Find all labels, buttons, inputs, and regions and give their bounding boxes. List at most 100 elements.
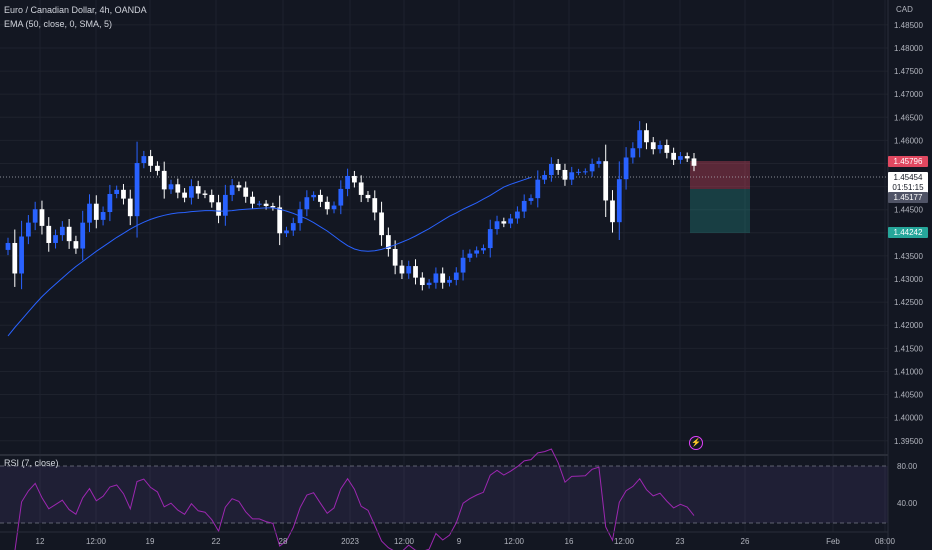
price-tick-label: 1.48000 xyxy=(894,44,923,53)
candle-body xyxy=(630,148,636,158)
rsi-legend[interactable]: RSI (7, close) xyxy=(4,458,59,468)
candle-body xyxy=(73,241,79,249)
candle-body xyxy=(107,193,113,213)
time-tick-label: 28 xyxy=(279,537,288,546)
candle-body xyxy=(168,184,174,190)
candle-body xyxy=(657,145,663,150)
take-profit-tag: 1.45796 xyxy=(888,156,928,167)
time-tick-label: 26 xyxy=(741,537,750,546)
candle-body xyxy=(263,203,269,207)
candle-body xyxy=(501,221,507,224)
price-tick-label: 1.43000 xyxy=(894,275,923,284)
candle-body xyxy=(182,192,187,198)
candle-body xyxy=(134,163,140,217)
candle-body xyxy=(542,175,547,180)
rsi-tick-label: 40.00 xyxy=(897,499,918,508)
price-tick-label: 1.44500 xyxy=(894,206,923,215)
candle-body xyxy=(25,222,31,237)
time-tick-label: 12:00 xyxy=(504,537,525,546)
currency-label: CAD xyxy=(896,5,913,14)
rsi-tick-label: 80.00 xyxy=(897,462,918,471)
position-profit-zone[interactable] xyxy=(690,161,750,189)
candle-body xyxy=(481,248,486,251)
candle-body xyxy=(494,221,500,230)
candle-body xyxy=(365,194,371,199)
candle-body xyxy=(59,226,65,236)
candle-body xyxy=(121,189,126,199)
candle-body xyxy=(39,209,45,226)
bar-countdown: 01:51:15 xyxy=(892,183,924,192)
time-tick-label: 2023 xyxy=(341,537,359,546)
last-price-tag: 1.45454 01:51:15 xyxy=(888,172,928,194)
candle-body xyxy=(576,171,581,173)
time-tick-label: 12:00 xyxy=(394,537,415,546)
candle-body xyxy=(250,196,255,204)
candle-body xyxy=(474,250,480,254)
ema-legend[interactable]: EMA (50, close, 0, SMA, 5) xyxy=(4,19,113,29)
ema-line xyxy=(7,176,532,337)
candle-body xyxy=(508,218,513,224)
candle-body xyxy=(46,225,52,243)
candle-body xyxy=(236,185,242,188)
candle-body xyxy=(141,156,147,164)
candle-body xyxy=(440,273,446,283)
time-axis[interactable]: 12 12:00 19 22 28 2023 12:00 9 12:00 16 12:00 23 26 F… xyxy=(36,537,896,546)
stop-loss-tag: 1.44242 xyxy=(888,227,928,238)
candle-body xyxy=(19,236,24,274)
grid xyxy=(0,0,888,532)
candle-body xyxy=(222,194,228,216)
time-tick-label: 12:00 xyxy=(614,537,635,546)
rsi-axis[interactable]: 80.00 40.00 xyxy=(897,462,918,508)
candle-body xyxy=(311,194,317,198)
time-tick-label: 12:00 xyxy=(86,537,107,546)
price-tick-label: 1.41500 xyxy=(894,344,923,353)
candle-body xyxy=(270,206,276,208)
candle-body xyxy=(589,163,595,172)
price-tick-label: 1.40500 xyxy=(894,391,923,400)
candle-body xyxy=(650,142,656,150)
candle-body xyxy=(93,203,99,220)
price-tick-label: 1.39500 xyxy=(894,437,923,446)
price-tick-label: 1.48500 xyxy=(894,21,923,30)
candle-body xyxy=(304,197,310,210)
candle-body xyxy=(175,184,181,193)
candle-body xyxy=(548,163,554,176)
candle-body xyxy=(555,163,561,170)
candle-body xyxy=(284,230,289,234)
candle-body xyxy=(331,205,337,210)
price-tick-label: 1.40000 xyxy=(894,414,923,423)
price-tick-label: 1.46500 xyxy=(894,113,923,122)
candle-body xyxy=(399,265,405,274)
candle-body xyxy=(413,266,418,278)
candle-body xyxy=(345,175,350,189)
candle-body xyxy=(385,235,391,249)
last-price-value: 1.45454 xyxy=(893,173,923,182)
lightning-icon[interactable]: ⚡ xyxy=(689,436,703,450)
candle-body xyxy=(623,157,629,180)
candle-body xyxy=(155,165,160,171)
candle-body xyxy=(515,211,520,219)
candle-body xyxy=(66,226,72,242)
candle-body xyxy=(209,194,215,203)
candle-body xyxy=(447,279,452,283)
candle-body xyxy=(691,158,697,166)
candle-body xyxy=(80,222,86,249)
rsi-band xyxy=(0,466,888,523)
candle-body xyxy=(535,179,541,199)
candle-body xyxy=(100,212,106,220)
candle-body xyxy=(616,179,622,223)
candle-body xyxy=(195,186,201,194)
candle-body xyxy=(243,187,249,197)
candle-body xyxy=(127,198,133,217)
time-tick-label: 23 xyxy=(676,537,685,546)
price-tick-label: 1.43500 xyxy=(894,252,923,261)
price-tick-label: 1.47000 xyxy=(894,90,923,99)
symbol-title[interactable]: Euro / Canadian Dollar, 4h, OANDA xyxy=(4,5,147,15)
candle-body xyxy=(318,194,323,202)
candle-body xyxy=(684,156,690,159)
price-tick-label: 1.42000 xyxy=(894,321,923,330)
candle-body xyxy=(277,207,283,234)
candle-body xyxy=(487,229,493,249)
position-loss-zone[interactable] xyxy=(690,189,750,233)
